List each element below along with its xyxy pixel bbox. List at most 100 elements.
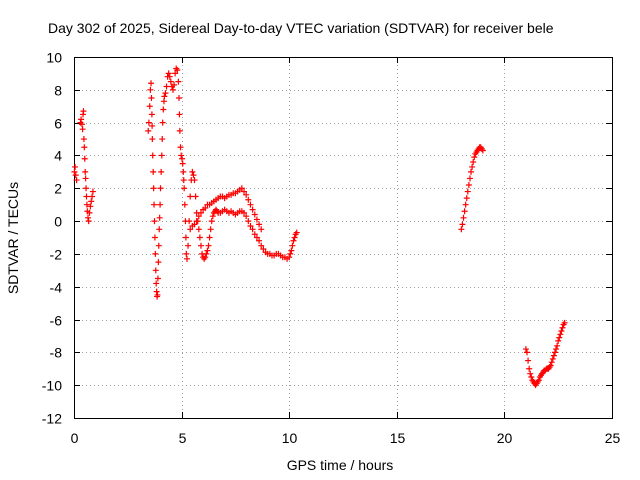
data-point <box>83 185 90 192</box>
data-point <box>287 250 294 257</box>
data-point <box>182 234 189 241</box>
data-point <box>462 201 469 208</box>
data-point <box>258 226 265 233</box>
data-point <box>465 181 472 188</box>
data-point <box>251 211 258 218</box>
y-tick-label: -10 <box>42 378 62 394</box>
data-point <box>86 209 93 216</box>
data-point <box>291 234 298 241</box>
data-point <box>149 136 156 143</box>
data-point <box>176 127 183 134</box>
data-point <box>159 119 166 126</box>
x-tick-label: 15 <box>390 430 406 446</box>
data-point <box>466 175 473 182</box>
data-point <box>145 119 152 126</box>
data-point <box>249 226 256 233</box>
data-point <box>81 155 88 162</box>
y-tick-label: -2 <box>50 247 63 263</box>
data-point <box>158 168 165 175</box>
data-point <box>151 234 158 241</box>
data-point <box>172 70 179 77</box>
data-point <box>522 346 529 353</box>
data-point <box>192 193 199 200</box>
data-point <box>176 95 183 102</box>
data-point <box>176 111 183 118</box>
data-point <box>289 242 296 249</box>
data-point <box>179 160 186 167</box>
data-point <box>155 242 162 249</box>
data-point <box>461 208 468 215</box>
data-points <box>71 65 568 389</box>
data-point <box>290 237 297 244</box>
data-point <box>253 216 260 223</box>
data-point <box>163 83 170 90</box>
data-point <box>147 86 154 93</box>
data-point <box>162 90 169 97</box>
data-point <box>183 255 190 262</box>
data-point <box>207 226 214 233</box>
data-point <box>256 237 263 244</box>
data-point <box>150 185 157 192</box>
data-point <box>470 159 477 166</box>
data-point <box>458 226 465 233</box>
data-point <box>554 342 561 349</box>
data-point <box>258 242 265 249</box>
data-point <box>293 229 300 236</box>
data-point <box>535 377 542 384</box>
data-point <box>81 144 88 151</box>
data-point <box>206 234 213 241</box>
data-point <box>559 324 566 331</box>
x-tick-label: 25 <box>605 430 621 446</box>
data-point <box>169 86 176 93</box>
data-point <box>187 193 194 200</box>
y-tick-label: 4 <box>54 148 62 164</box>
data-point <box>149 122 156 129</box>
y-tick-label: 0 <box>54 214 62 230</box>
y-tick-label: -4 <box>50 280 63 296</box>
data-point <box>557 331 564 338</box>
data-point <box>186 218 193 225</box>
data-point <box>202 254 209 261</box>
data-point <box>161 93 168 100</box>
data-point <box>463 195 470 202</box>
data-point <box>180 177 187 184</box>
data-point <box>555 337 562 344</box>
data-point <box>180 168 187 175</box>
y-tick-label: 2 <box>54 181 62 197</box>
x-tick-label: 5 <box>179 430 187 446</box>
data-point <box>154 291 161 298</box>
data-point <box>88 198 95 205</box>
data-point <box>561 319 568 326</box>
data-point <box>178 152 185 159</box>
x-tick-label: 20 <box>497 430 513 446</box>
data-point <box>89 193 96 200</box>
data-point <box>460 214 467 221</box>
y-tick-label: -6 <box>50 313 63 329</box>
data-point <box>151 201 158 208</box>
y-tick-label: 6 <box>54 116 62 132</box>
data-point <box>83 193 90 200</box>
data-point <box>238 185 245 192</box>
data-point <box>171 81 178 88</box>
data-point <box>547 362 554 369</box>
y-tick-label: 8 <box>54 83 62 99</box>
data-point <box>556 334 563 341</box>
data-point <box>288 247 295 254</box>
data-point <box>179 155 186 162</box>
data-point <box>195 213 202 220</box>
data-point <box>253 234 260 241</box>
data-point <box>241 188 248 195</box>
data-point <box>146 103 153 110</box>
data-point <box>152 250 159 257</box>
data-point <box>195 226 202 233</box>
x-tick-label: 0 <box>71 430 79 446</box>
data-point <box>78 121 85 128</box>
data-point <box>471 154 478 161</box>
data-point <box>528 373 535 380</box>
data-point <box>82 175 89 182</box>
data-point <box>205 242 212 249</box>
data-point <box>174 67 181 74</box>
data-point <box>158 152 165 159</box>
data-point <box>549 355 556 362</box>
data-point <box>245 218 252 225</box>
